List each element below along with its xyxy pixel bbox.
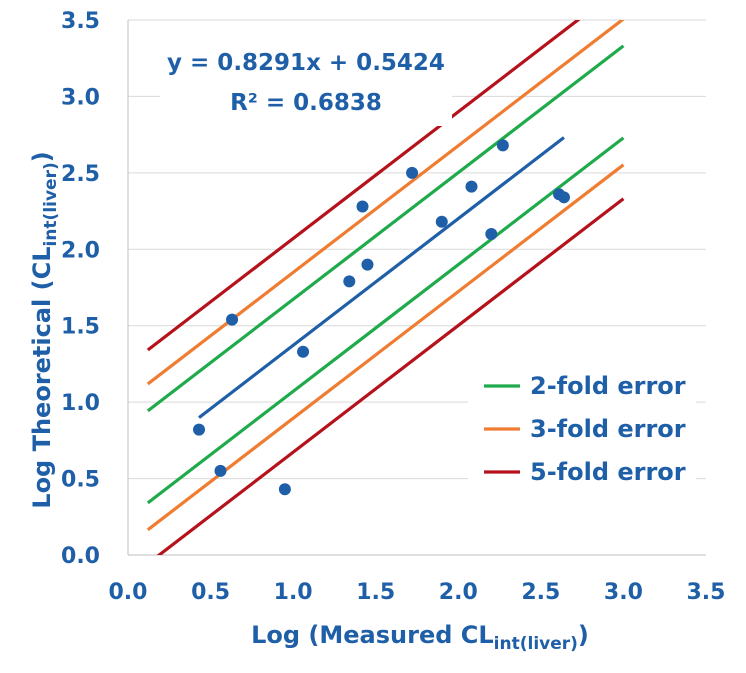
data-point xyxy=(193,423,206,436)
data-point xyxy=(406,166,419,179)
data-point xyxy=(485,228,498,240)
y-tick-label: 1.5 xyxy=(61,315,100,340)
fold-lines xyxy=(146,20,625,555)
y-axis-title-main: Log Theoretical (CL xyxy=(28,246,56,508)
x-tick-label: 1.5 xyxy=(356,580,395,605)
x-tick-label: 1.0 xyxy=(274,580,313,605)
x-tick-label: 0.5 xyxy=(191,580,230,605)
x-axis-title-main: Log (Measured CL xyxy=(251,621,494,649)
fold-line-5-upper xyxy=(146,20,581,352)
legend-label-2fold: 2-fold error xyxy=(530,372,686,400)
fold-line-3-upper xyxy=(146,20,625,386)
fold-line-5-lower xyxy=(156,197,625,555)
x-tick-label: 0.0 xyxy=(109,580,148,605)
data-point xyxy=(343,275,356,288)
data-point xyxy=(214,464,227,477)
equation-box: y = 0.8291x + 0.5424 R² = 0.6838 xyxy=(160,38,452,126)
tick-labels: 0.0 0.5 1.0 1.5 2.0 2.5 3.0 3.5 0.0 0.5 1.0 1.5 2.0 2… xyxy=(61,9,725,605)
y-tick-label: 1.0 xyxy=(61,391,100,416)
equation-background xyxy=(160,38,452,126)
data-point xyxy=(297,345,310,358)
r-squared: R² = 0.6838 xyxy=(230,90,382,116)
data-point xyxy=(557,191,570,204)
data-point xyxy=(496,139,509,152)
x-tick-label: 3.5 xyxy=(687,580,726,605)
y-tick-label: 2.5 xyxy=(61,162,100,187)
x-tick-label: 2.0 xyxy=(439,580,478,605)
y-axis-title: Log Theoretical (CLint(liver)) xyxy=(28,151,61,508)
legend-label-3fold: 3-fold error xyxy=(530,415,686,443)
fold-line-3-lower xyxy=(146,163,625,532)
data-points xyxy=(193,139,570,496)
fold-line-2-lower xyxy=(146,136,625,505)
legend-items: 2-fold error 3-fold error 5-fold error xyxy=(484,372,686,486)
data-point xyxy=(278,483,291,496)
regression-layer xyxy=(198,136,565,419)
x-tick-label: 2.5 xyxy=(521,580,560,605)
x-axis-title-sub: int(liver) xyxy=(494,634,578,654)
data-point xyxy=(435,215,448,228)
y-tick-label: 2.0 xyxy=(61,238,100,263)
fold-line-2-upper xyxy=(146,44,625,413)
x-axis-title: Log (Measured CLint(liver)) xyxy=(251,621,589,654)
data-point xyxy=(361,258,374,271)
y-tick-label: 3.0 xyxy=(61,85,100,110)
y-tick-label: 3.5 xyxy=(61,9,100,34)
data-point xyxy=(356,200,369,213)
legend: 2-fold error 3-fold error 5-fold error xyxy=(468,366,696,492)
legend-label-5fold: 5-fold error xyxy=(530,458,686,486)
y-axis-title-close: ) xyxy=(28,151,56,162)
regression-line xyxy=(198,136,565,419)
regression-equation: y = 0.8291x + 0.5424 xyxy=(167,50,445,76)
x-axis-title-close: ) xyxy=(578,621,589,649)
data-point xyxy=(226,313,239,326)
data-point xyxy=(465,180,478,193)
y-tick-label: 0.0 xyxy=(61,544,100,569)
y-tick-label: 0.5 xyxy=(61,468,100,493)
y-axis-title-sub: int(liver) xyxy=(41,162,61,246)
x-tick-label: 3.0 xyxy=(604,580,643,605)
